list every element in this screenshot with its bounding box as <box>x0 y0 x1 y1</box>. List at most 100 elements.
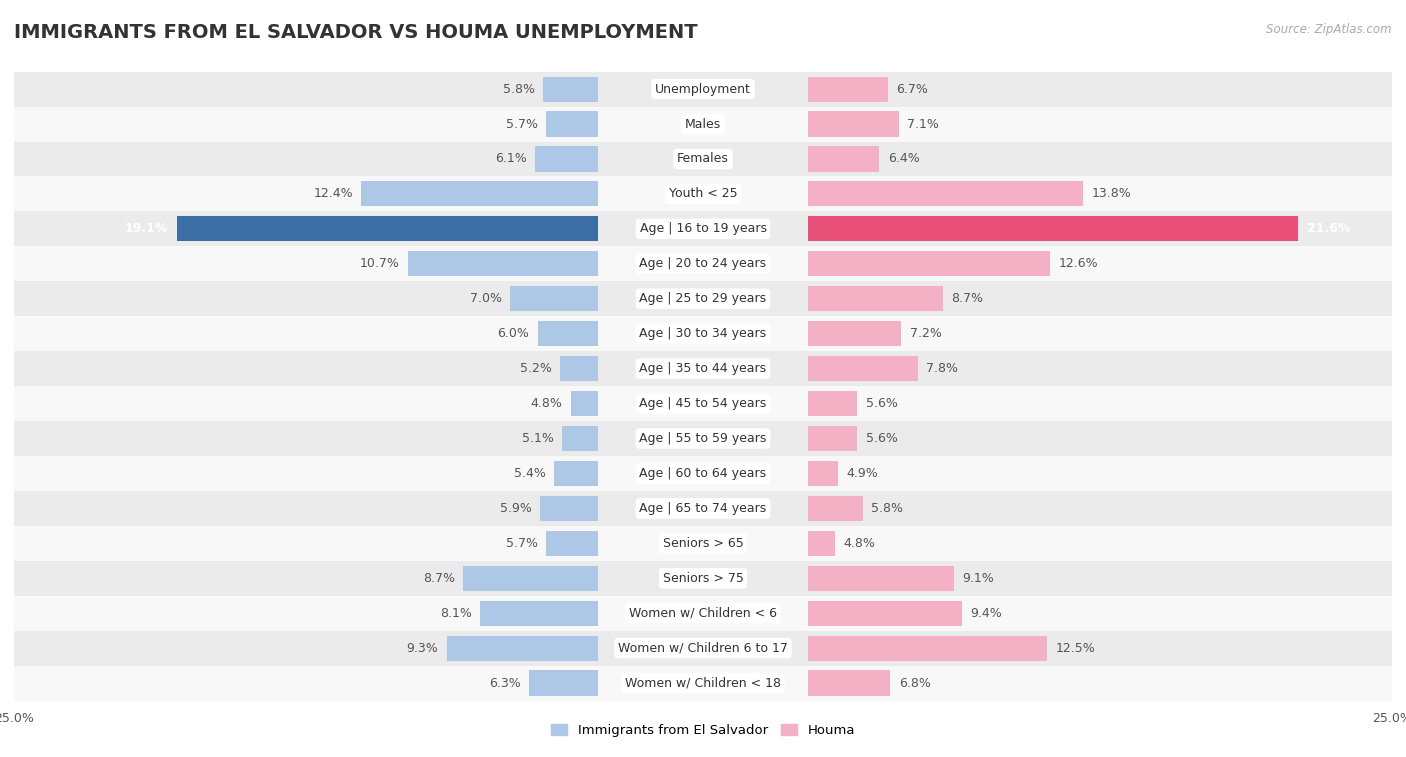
Text: 19.1%: 19.1% <box>125 223 169 235</box>
Text: 7.1%: 7.1% <box>907 117 939 130</box>
Bar <box>14 665 1392 700</box>
Text: Age | 30 to 34 years: Age | 30 to 34 years <box>640 327 766 340</box>
Bar <box>14 246 1392 282</box>
Text: 6.1%: 6.1% <box>495 152 527 166</box>
Text: 12.5%: 12.5% <box>1056 642 1095 655</box>
Text: Age | 60 to 64 years: Age | 60 to 64 years <box>640 467 766 480</box>
Bar <box>14 351 1392 386</box>
Bar <box>479 600 599 626</box>
Bar <box>14 211 1392 246</box>
Bar <box>560 356 599 382</box>
Text: 12.6%: 12.6% <box>1059 257 1098 270</box>
Text: 4.8%: 4.8% <box>530 397 562 410</box>
Bar <box>543 76 599 101</box>
Text: Age | 25 to 29 years: Age | 25 to 29 years <box>640 292 766 305</box>
Bar <box>807 182 1083 207</box>
Bar <box>14 386 1392 421</box>
Text: Age | 20 to 24 years: Age | 20 to 24 years <box>640 257 766 270</box>
Bar <box>562 426 599 451</box>
Bar <box>807 636 1047 661</box>
Bar <box>807 391 858 416</box>
Bar <box>408 251 599 276</box>
Text: 5.6%: 5.6% <box>866 432 897 445</box>
Bar <box>14 456 1392 491</box>
Text: Age | 35 to 44 years: Age | 35 to 44 years <box>640 362 766 375</box>
Bar <box>14 282 1392 316</box>
Bar <box>807 671 890 696</box>
Bar <box>534 146 599 172</box>
Text: 8.1%: 8.1% <box>440 606 471 620</box>
Bar <box>14 142 1392 176</box>
Text: 12.4%: 12.4% <box>314 188 353 201</box>
Text: 6.8%: 6.8% <box>898 677 931 690</box>
Text: 21.6%: 21.6% <box>1306 223 1350 235</box>
Bar <box>807 600 962 626</box>
Text: 5.9%: 5.9% <box>501 502 531 515</box>
Text: Seniors > 75: Seniors > 75 <box>662 572 744 584</box>
Bar <box>540 496 599 521</box>
Text: IMMIGRANTS FROM EL SALVADOR VS HOUMA UNEMPLOYMENT: IMMIGRANTS FROM EL SALVADOR VS HOUMA UNE… <box>14 23 697 42</box>
Bar <box>14 72 1392 107</box>
Text: 10.7%: 10.7% <box>360 257 399 270</box>
Bar <box>361 182 599 207</box>
Bar <box>807 496 863 521</box>
Bar <box>14 316 1392 351</box>
Bar <box>447 636 599 661</box>
Text: 6.0%: 6.0% <box>498 327 530 340</box>
Bar <box>14 526 1392 561</box>
Text: 8.7%: 8.7% <box>950 292 983 305</box>
Text: 5.8%: 5.8% <box>503 83 534 95</box>
Text: 9.1%: 9.1% <box>962 572 994 584</box>
Text: Females: Females <box>678 152 728 166</box>
Bar <box>14 107 1392 142</box>
Text: Women w/ Children < 6: Women w/ Children < 6 <box>628 606 778 620</box>
Bar <box>554 461 599 486</box>
Legend: Immigrants from El Salvador, Houma: Immigrants from El Salvador, Houma <box>546 718 860 742</box>
Bar <box>807 111 898 136</box>
Bar <box>177 217 599 241</box>
Bar <box>807 217 1298 241</box>
Bar <box>546 111 599 136</box>
Text: 4.9%: 4.9% <box>846 467 879 480</box>
Text: 4.8%: 4.8% <box>844 537 876 550</box>
Bar <box>807 565 953 590</box>
Text: 9.4%: 9.4% <box>970 606 1002 620</box>
Text: 6.7%: 6.7% <box>896 83 928 95</box>
Text: 5.2%: 5.2% <box>520 362 551 375</box>
Bar <box>807 321 901 346</box>
Bar <box>807 461 838 486</box>
Bar <box>14 596 1392 631</box>
Text: 5.7%: 5.7% <box>506 537 537 550</box>
Text: 13.8%: 13.8% <box>1091 188 1132 201</box>
Text: Males: Males <box>685 117 721 130</box>
Text: 8.7%: 8.7% <box>423 572 456 584</box>
Text: 7.0%: 7.0% <box>470 292 502 305</box>
Text: Age | 16 to 19 years: Age | 16 to 19 years <box>640 223 766 235</box>
Text: 7.8%: 7.8% <box>927 362 959 375</box>
Text: Seniors > 65: Seniors > 65 <box>662 537 744 550</box>
Text: Source: ZipAtlas.com: Source: ZipAtlas.com <box>1267 23 1392 36</box>
Text: Women w/ Children 6 to 17: Women w/ Children 6 to 17 <box>619 642 787 655</box>
Text: 5.8%: 5.8% <box>872 502 903 515</box>
Text: 5.7%: 5.7% <box>506 117 537 130</box>
Bar <box>14 421 1392 456</box>
Bar <box>807 76 887 101</box>
Bar <box>14 176 1392 211</box>
Text: 6.4%: 6.4% <box>887 152 920 166</box>
Text: 7.2%: 7.2% <box>910 327 942 340</box>
Bar <box>14 561 1392 596</box>
Text: 5.1%: 5.1% <box>522 432 554 445</box>
Text: 5.4%: 5.4% <box>515 467 546 480</box>
Bar <box>463 565 599 590</box>
Text: 5.6%: 5.6% <box>866 397 897 410</box>
Bar <box>510 286 599 311</box>
Bar <box>807 286 943 311</box>
Text: Age | 55 to 59 years: Age | 55 to 59 years <box>640 432 766 445</box>
Bar <box>807 356 918 382</box>
Text: Women w/ Children < 18: Women w/ Children < 18 <box>626 677 780 690</box>
Bar <box>530 671 599 696</box>
Text: Age | 65 to 74 years: Age | 65 to 74 years <box>640 502 766 515</box>
Text: Age | 45 to 54 years: Age | 45 to 54 years <box>640 397 766 410</box>
Bar <box>546 531 599 556</box>
Bar <box>807 146 879 172</box>
